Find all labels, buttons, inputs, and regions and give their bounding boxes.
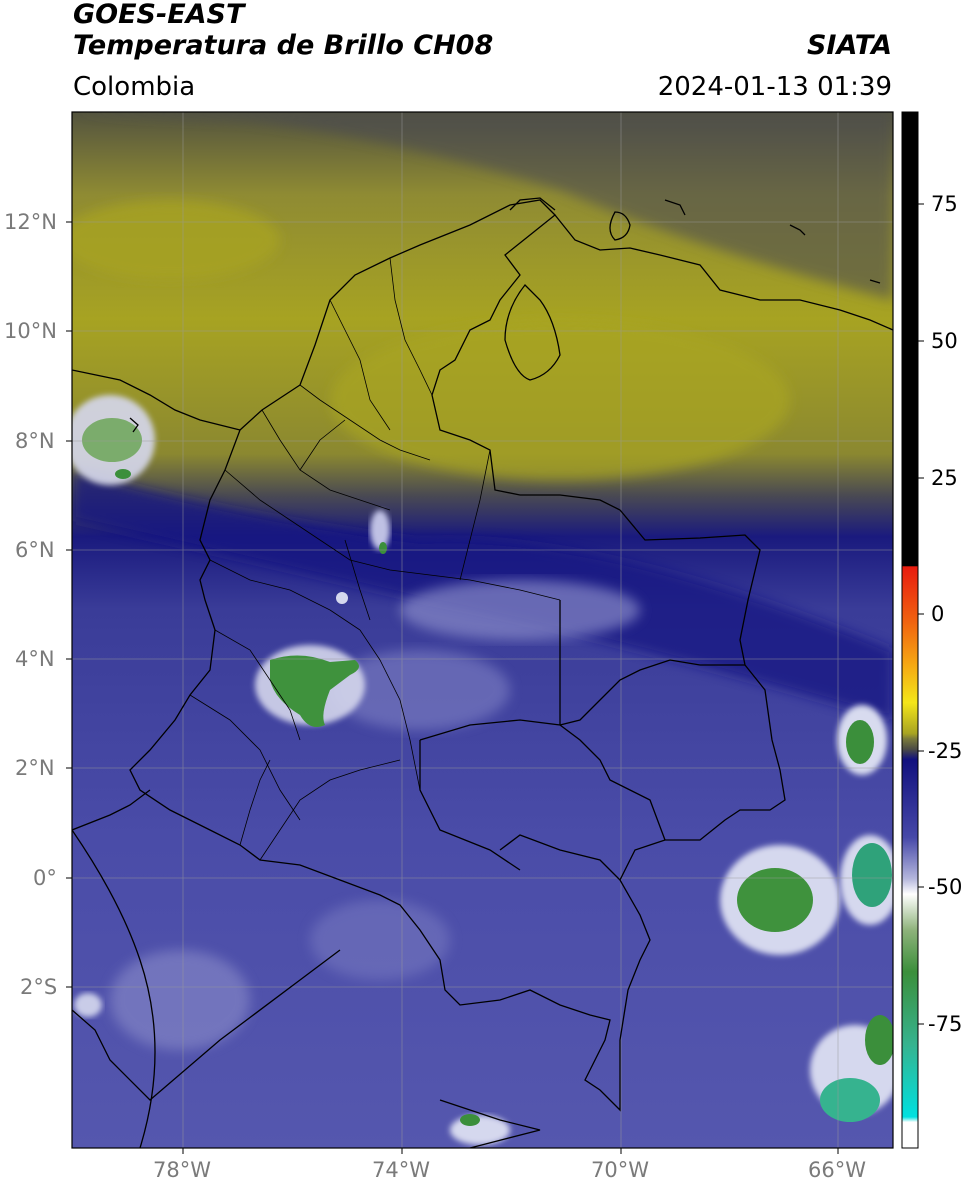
lat-tick-label: 8°N	[15, 429, 55, 453]
lon-tick-label: 70°W	[591, 1158, 649, 1182]
colorbar-tick-marks	[918, 203, 924, 1025]
colorbar-tick-label: -75	[928, 1012, 963, 1036]
agency-label: SIATA	[806, 30, 892, 61]
colorbar-tick-label: 50	[931, 329, 958, 353]
satellite-title: GOES-EAST	[73, 0, 245, 30]
gridlines	[72, 112, 893, 1148]
country-borders	[72, 197, 893, 1148]
product-title: Temperatura de Brillo CH08	[73, 30, 494, 61]
colorbar-tick-label: 25	[931, 466, 958, 490]
lon-tick-label: 74°W	[372, 1158, 430, 1182]
map-content	[72, 112, 893, 1148]
lat-tick-label: 2°N	[15, 756, 55, 780]
region-label: Colombia	[73, 72, 196, 102]
department-borders	[189, 257, 561, 861]
lat-tick-label: 6°N	[15, 538, 55, 562]
lat-tick-label: 10°N	[4, 319, 57, 343]
lat-tick-label: 12°N	[4, 210, 57, 234]
colorbar-tick-label: -25	[928, 739, 963, 763]
map-frame	[71, 111, 894, 1149]
lat-tick-label: 2°S	[20, 975, 58, 999]
lon-tick-label: 78°W	[153, 1158, 211, 1182]
colorbar-tick-label: -50	[928, 875, 963, 899]
colorbar-tick-label: 0	[931, 602, 945, 626]
colorbar-tick-label: 75	[931, 192, 958, 216]
axis-tick-marks	[66, 221, 839, 1154]
colorbar	[901, 111, 919, 1149]
lat-tick-label: 0°	[33, 866, 57, 890]
lat-tick-label: 4°N	[15, 647, 55, 671]
lon-tick-label: 66°W	[808, 1158, 866, 1182]
datetime-label: 2024-01-13 01:39	[657, 72, 892, 102]
